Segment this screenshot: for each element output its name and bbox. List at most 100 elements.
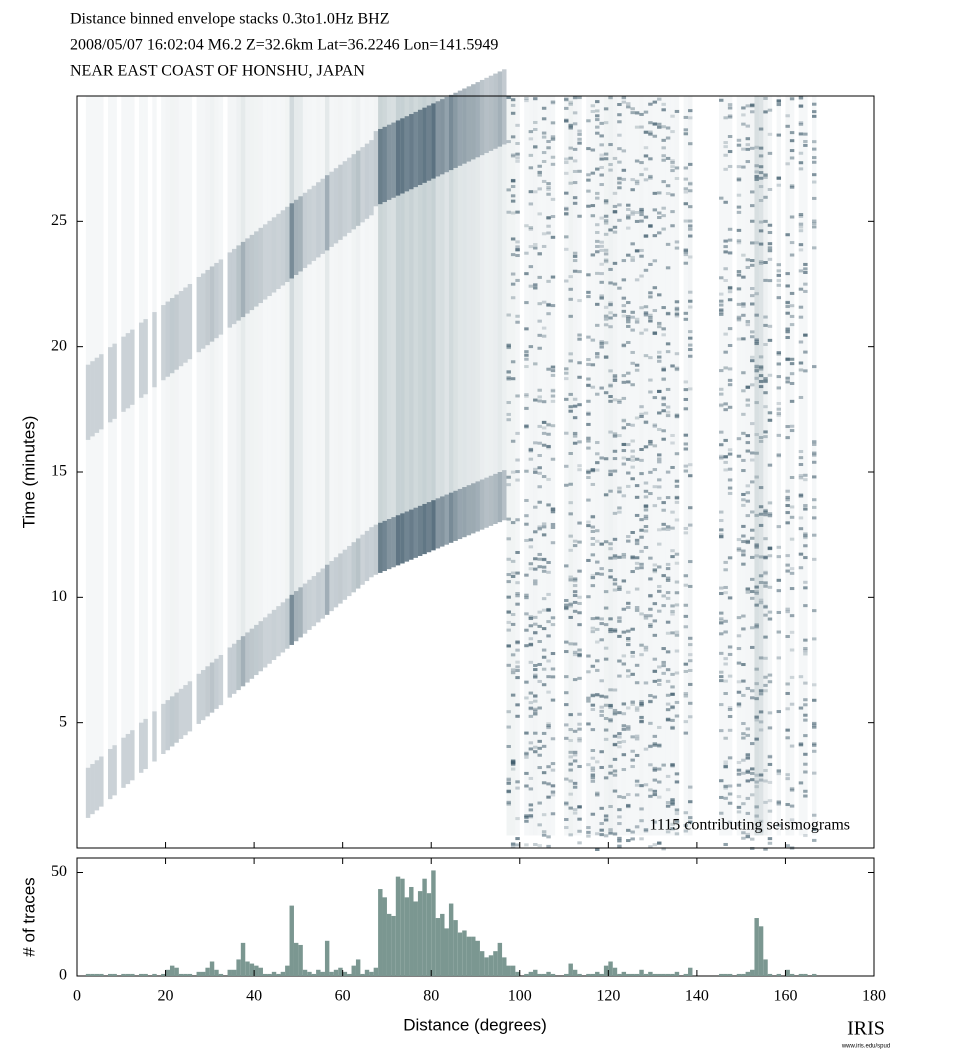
noise: [577, 737, 582, 741]
noise: [626, 639, 631, 643]
bar: [333, 969, 339, 976]
noise: [630, 255, 635, 259]
noise: [812, 365, 817, 369]
bar: [355, 959, 361, 976]
noise: [541, 522, 547, 526]
noise: [719, 299, 724, 303]
noise: [506, 725, 511, 729]
noise: [533, 567, 538, 571]
noise: [750, 458, 755, 462]
noise: [657, 97, 662, 101]
envelope-column: [205, 96, 210, 717]
noise: [727, 715, 733, 719]
noise: [683, 694, 689, 698]
noise: [674, 591, 680, 595]
noise: [528, 137, 534, 141]
noise: [533, 283, 538, 287]
noise: [568, 100, 573, 104]
noise: [599, 165, 604, 169]
noise: [741, 540, 746, 544]
noise: [550, 667, 556, 671]
noise: [506, 580, 511, 584]
noise: [564, 723, 569, 727]
noise: [524, 771, 529, 775]
noise: [643, 508, 649, 512]
noise: [595, 760, 600, 764]
noise: [727, 652, 733, 656]
noise: [750, 696, 755, 700]
noise: [577, 440, 582, 444]
noise: [533, 128, 538, 132]
noise: [767, 799, 773, 803]
noise: [745, 727, 751, 731]
noise: [798, 476, 804, 480]
noise: [564, 464, 569, 468]
noise: [510, 253, 516, 257]
noise: [506, 744, 511, 748]
noise: [750, 294, 755, 298]
noise: [719, 98, 724, 102]
noise: [639, 807, 644, 811]
noise: [723, 250, 728, 254]
noise: [586, 830, 591, 834]
noise: [634, 556, 640, 560]
noise: [603, 818, 609, 822]
noise: [564, 191, 569, 195]
noise: [612, 708, 618, 712]
noise: [621, 278, 627, 282]
noise: [758, 261, 764, 265]
noise: [785, 521, 790, 525]
arrival-band: [462, 88, 467, 164]
noise: [789, 587, 795, 591]
noise: [599, 244, 604, 248]
noise: [564, 675, 569, 679]
noise: [541, 232, 547, 236]
noise: [688, 659, 693, 663]
noise: [506, 620, 511, 624]
noise: [643, 234, 649, 238]
noise: [741, 736, 746, 740]
bar: [683, 973, 689, 976]
noise: [626, 643, 631, 647]
noise: [533, 615, 538, 619]
noise: [528, 284, 534, 288]
noise: [590, 525, 596, 529]
noise: [528, 245, 534, 249]
envelope-column: [404, 96, 410, 562]
noise: [506, 210, 511, 214]
noise: [506, 343, 511, 347]
noise: [568, 575, 573, 579]
envelope-column: [599, 96, 604, 836]
noise: [688, 506, 693, 510]
bar: [316, 969, 321, 976]
noise: [763, 604, 768, 608]
noise: [674, 413, 680, 417]
noise: [510, 111, 516, 115]
noise: [639, 472, 644, 476]
noise: [626, 208, 631, 212]
noise: [657, 609, 662, 613]
noise: [763, 556, 768, 560]
noise: [550, 675, 556, 679]
noise: [657, 780, 662, 784]
noise: [750, 510, 755, 514]
noise: [719, 670, 724, 674]
noise: [665, 156, 671, 160]
noise: [670, 800, 675, 804]
noise: [550, 235, 556, 239]
noise: [568, 392, 573, 396]
arrival-band: [311, 185, 317, 261]
logo: IRIS: [847, 1018, 885, 1040]
noise: [546, 844, 551, 848]
arrival-band: [373, 524, 379, 575]
noise: [586, 173, 591, 177]
noise: [670, 692, 675, 696]
noise: [803, 507, 808, 511]
noise: [767, 512, 773, 516]
noise: [564, 212, 569, 216]
noise: [776, 630, 782, 634]
noise: [630, 765, 635, 769]
noise: [612, 313, 618, 317]
noise: [595, 560, 600, 564]
noise: [736, 661, 742, 665]
